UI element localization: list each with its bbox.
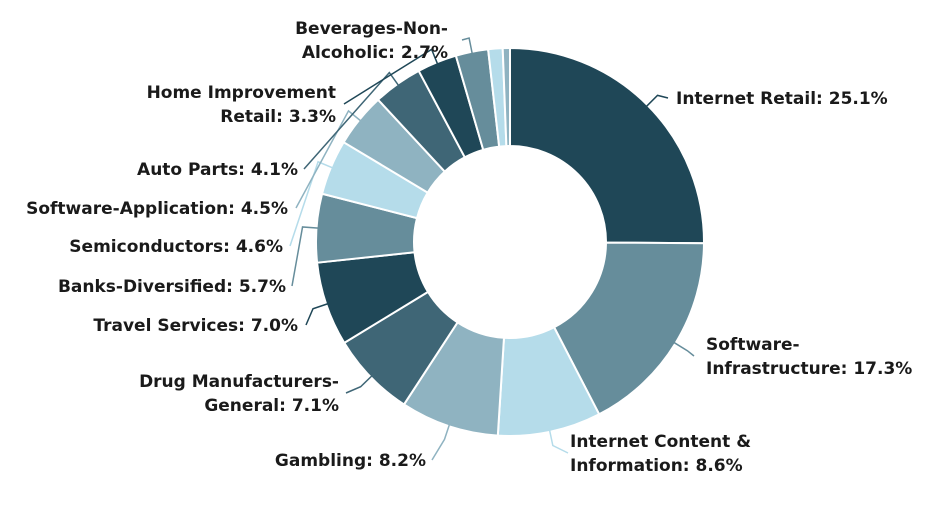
- leader-line: [673, 341, 695, 357]
- leader-line: [345, 375, 373, 394]
- slice-label: Software-: [706, 335, 800, 355]
- leader-line: [303, 71, 400, 170]
- slice-label: Semiconductors: 4.6%: [69, 237, 283, 257]
- slice-label: Information: 8.6%: [570, 456, 743, 476]
- leader-line: [305, 302, 329, 326]
- slice-software-infrastructure: [552, 241, 706, 416]
- labels-group: Internet Retail: 25.1% Software- Infrastru…: [26, 19, 912, 476]
- leader-line: [291, 226, 319, 287]
- slice-label: Auto Parts: 4.1%: [137, 160, 298, 180]
- slice-label: Retail: 3.3%: [220, 107, 336, 127]
- slices-group: [315, 46, 706, 437]
- slice-unlabeled-13: [501, 46, 511, 148]
- leader-line: [461, 37, 473, 54]
- slice-label: Travel Services: 7.0%: [93, 316, 298, 336]
- leader-line: [548, 429, 569, 454]
- leader-line: [431, 423, 451, 461]
- leader-lines-group: [289, 37, 695, 461]
- slice-label: Home Improvement: [147, 83, 336, 103]
- slice-label: Alcoholic: 2.7%: [302, 43, 448, 63]
- leader-line: [289, 160, 334, 247]
- slice-label: Infrastructure: 17.3%: [706, 359, 912, 379]
- leader-line: [343, 48, 439, 105]
- slice-label: Internet Content &: [570, 432, 751, 452]
- slice-label: General: 7.1%: [204, 396, 339, 416]
- slice-label: Drug Manufacturers-: [139, 372, 339, 392]
- slice-label: Software-Application: 4.5%: [26, 199, 288, 219]
- slice-label: Beverages-Non-: [295, 19, 448, 39]
- slice-label: Gambling: 8.2%: [275, 451, 426, 471]
- slice-label: Internet Retail: 25.1%: [676, 89, 888, 109]
- slice-label: Banks-Diversified: 5.7%: [58, 277, 286, 297]
- leader-line: [645, 94, 669, 108]
- leader-line: [295, 109, 362, 209]
- slice-internet-retail: [509, 46, 705, 245]
